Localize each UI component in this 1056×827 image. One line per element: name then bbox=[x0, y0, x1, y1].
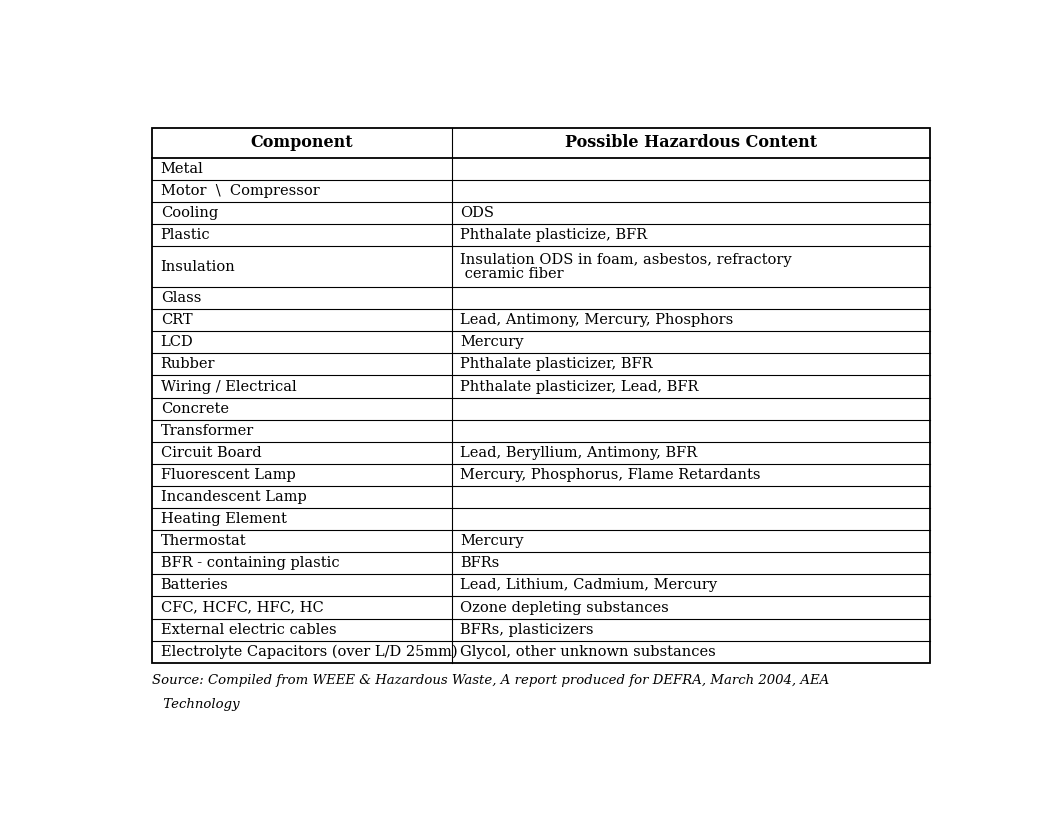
Text: Phthalate plasticize, BFR: Phthalate plasticize, BFR bbox=[460, 228, 647, 242]
Text: Technology: Technology bbox=[159, 699, 240, 711]
Text: LCD: LCD bbox=[161, 335, 193, 349]
Text: Incandescent Lamp: Incandescent Lamp bbox=[161, 490, 306, 504]
Text: Mercury: Mercury bbox=[460, 534, 524, 548]
Text: Glass: Glass bbox=[161, 291, 201, 305]
Text: Metal: Metal bbox=[161, 162, 204, 176]
Text: Insulation: Insulation bbox=[161, 260, 235, 274]
Text: Source: Compiled from WEEE & Hazardous Waste, A report produced for DEFRA, March: Source: Compiled from WEEE & Hazardous W… bbox=[152, 674, 830, 687]
Text: ODS: ODS bbox=[460, 206, 494, 220]
Text: Mercury, Phosphorus, Flame Retardants: Mercury, Phosphorus, Flame Retardants bbox=[460, 468, 760, 482]
Text: Electrolyte Capacitors (over L/D 25mm): Electrolyte Capacitors (over L/D 25mm) bbox=[161, 644, 457, 659]
Text: Lead, Beryllium, Antimony, BFR: Lead, Beryllium, Antimony, BFR bbox=[460, 446, 697, 460]
Text: Wiring / Electrical: Wiring / Electrical bbox=[161, 380, 297, 394]
Text: BFR - containing plastic: BFR - containing plastic bbox=[161, 557, 339, 571]
Text: BFRs, plasticizers: BFRs, plasticizers bbox=[460, 623, 593, 637]
Text: Glycol, other unknown substances: Glycol, other unknown substances bbox=[460, 645, 716, 659]
Text: Phthalate plasticizer, BFR: Phthalate plasticizer, BFR bbox=[460, 357, 653, 371]
Text: Insulation ODS in foam, asbestos, refractory: Insulation ODS in foam, asbestos, refrac… bbox=[460, 252, 792, 266]
Text: Transformer: Transformer bbox=[161, 423, 253, 437]
Text: BFRs: BFRs bbox=[460, 557, 499, 571]
Text: Mercury: Mercury bbox=[460, 335, 524, 349]
Text: Possible Hazardous Content: Possible Hazardous Content bbox=[565, 134, 817, 151]
Text: ceramic fiber: ceramic fiber bbox=[460, 266, 564, 280]
Text: External electric cables: External electric cables bbox=[161, 623, 336, 637]
Text: Lead, Lithium, Cadmium, Mercury: Lead, Lithium, Cadmium, Mercury bbox=[460, 578, 717, 592]
Text: CRT: CRT bbox=[161, 313, 192, 327]
Text: Lead, Antimony, Mercury, Phosphors: Lead, Antimony, Mercury, Phosphors bbox=[460, 313, 733, 327]
Text: Plastic: Plastic bbox=[161, 228, 210, 242]
Text: Batteries: Batteries bbox=[161, 578, 228, 592]
Bar bbox=[152, 128, 930, 662]
Text: Heating Element: Heating Element bbox=[161, 512, 286, 526]
Text: Cooling: Cooling bbox=[161, 206, 218, 220]
Text: CFC, HCFC, HFC, HC: CFC, HCFC, HFC, HC bbox=[161, 600, 323, 614]
Text: Component: Component bbox=[251, 134, 354, 151]
Text: Rubber: Rubber bbox=[161, 357, 215, 371]
Text: Phthalate plasticizer, Lead, BFR: Phthalate plasticizer, Lead, BFR bbox=[460, 380, 698, 394]
Text: Ozone depleting substances: Ozone depleting substances bbox=[460, 600, 668, 614]
Text: Motor  \  Compressor: Motor \ Compressor bbox=[161, 184, 319, 198]
Text: Fluorescent Lamp: Fluorescent Lamp bbox=[161, 468, 296, 482]
Text: Concrete: Concrete bbox=[161, 402, 229, 416]
Text: Thermostat: Thermostat bbox=[161, 534, 246, 548]
Text: Circuit Board: Circuit Board bbox=[161, 446, 261, 460]
